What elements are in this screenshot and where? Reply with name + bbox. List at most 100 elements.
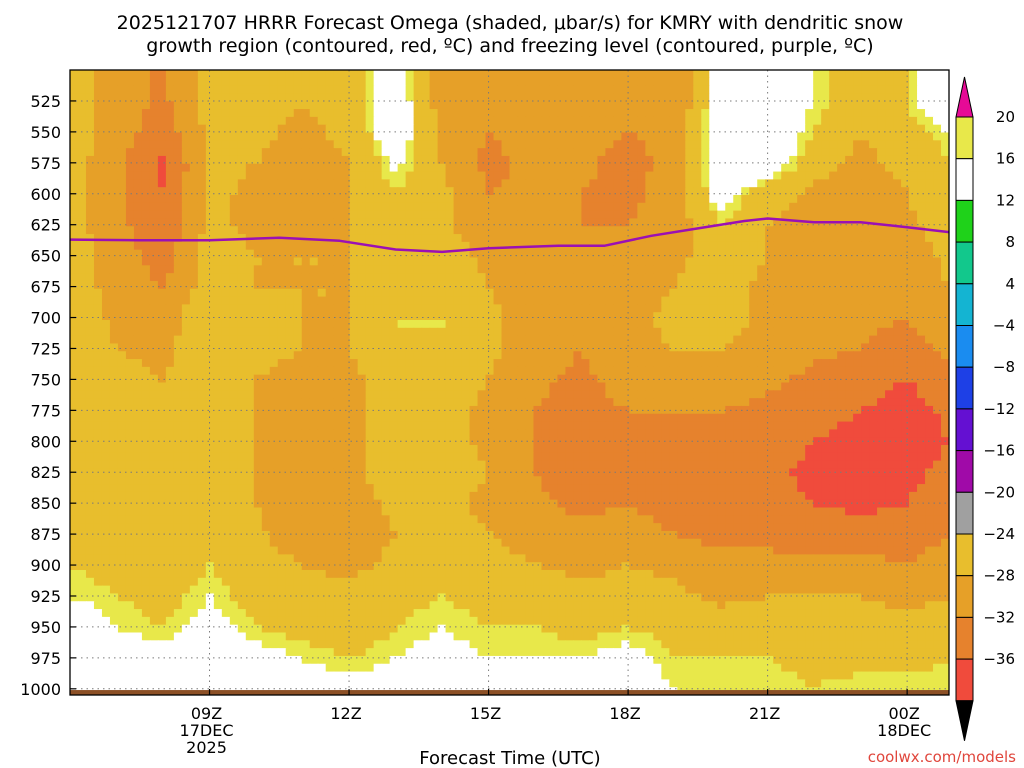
omega-cell [557, 273, 567, 282]
omega-cell [589, 249, 598, 259]
omega-cell [789, 109, 798, 118]
omega-cell [749, 148, 758, 157]
omega-cell [165, 374, 175, 384]
omega-cell [613, 351, 622, 360]
omega-cell [525, 335, 535, 345]
omega-cell [925, 171, 934, 180]
omega-cell [477, 195, 487, 204]
omega-cell [685, 202, 694, 212]
omega-cell [813, 70, 822, 79]
omega-cell [621, 366, 630, 376]
omega-cell [253, 359, 263, 368]
omega-cell [221, 398, 231, 407]
omega-cell [725, 93, 734, 102]
omega-cell [373, 280, 383, 290]
omega-cell [741, 359, 750, 368]
omega-cell [341, 249, 351, 259]
omega-cell [613, 241, 622, 251]
omega-cell [285, 202, 295, 212]
omega-cell [77, 390, 87, 399]
omega-cell [349, 288, 359, 298]
omega-cell [501, 390, 511, 399]
omega-cell [381, 226, 391, 235]
omega-cell [669, 366, 678, 376]
omega-cell [397, 85, 407, 95]
omega-cell [773, 116, 782, 126]
omega-cell [373, 70, 383, 79]
omega-cell [757, 312, 766, 321]
omega-cell [933, 234, 942, 243]
omega-cell [413, 85, 423, 95]
omega-cell [861, 382, 870, 391]
omega-cell [373, 366, 383, 376]
omega-cell [253, 187, 263, 196]
omega-cell [517, 343, 527, 352]
omega-cell [797, 390, 806, 399]
omega-cell [845, 179, 854, 188]
omega-cell [861, 70, 870, 79]
omega-cell [421, 77, 431, 87]
omega-cell [637, 210, 646, 220]
omega-cell [885, 398, 894, 407]
omega-cell [213, 280, 223, 290]
omega-cell [229, 304, 239, 313]
omega-cell [757, 405, 766, 415]
omega-cell [453, 343, 463, 352]
omega-cell [693, 187, 702, 196]
omega-cell [165, 390, 175, 399]
omega-cell [125, 257, 135, 266]
omega-cell [917, 335, 926, 345]
omega-cell [877, 195, 886, 204]
omega-cell [245, 124, 255, 134]
omega-cell [565, 398, 575, 407]
omega-cell [757, 273, 766, 282]
omega-cell [277, 273, 287, 282]
omega-cell [605, 273, 614, 282]
omega-cell [485, 359, 495, 368]
omega-cell [85, 155, 95, 165]
omega-cell [741, 413, 750, 423]
omega-cell [317, 132, 327, 141]
omega-cell [845, 343, 854, 352]
omega-cell [781, 296, 790, 305]
omega-cell [517, 93, 527, 102]
omega-cell [789, 140, 798, 149]
omega-cell [333, 374, 343, 384]
omega-cell [413, 280, 423, 290]
omega-cell [885, 179, 894, 188]
omega-cell [669, 273, 678, 282]
omega-cell [509, 210, 519, 220]
omega-cell [285, 241, 295, 251]
omega-cell [797, 280, 806, 290]
omega-cell [853, 155, 862, 165]
omega-cell [901, 210, 910, 220]
omega-cell [477, 265, 487, 274]
omega-cell [341, 351, 351, 360]
omega-cell [333, 241, 343, 251]
omega-cell [445, 374, 455, 384]
omega-cell [397, 187, 407, 196]
omega-cell [213, 390, 223, 399]
omega-cell [221, 280, 231, 290]
omega-cell [349, 335, 359, 345]
omega-cell [117, 70, 127, 79]
omega-cell [757, 359, 766, 368]
omega-cell [893, 109, 902, 118]
omega-cell [357, 93, 367, 102]
omega-cell [245, 343, 255, 352]
omega-cell [725, 312, 734, 321]
omega-cell [133, 155, 143, 165]
omega-cell [605, 304, 614, 313]
omega-cell [549, 327, 559, 337]
omega-cell [933, 241, 942, 251]
omega-cell [365, 132, 375, 141]
omega-cell [357, 77, 367, 87]
omega-cell [317, 374, 327, 384]
omega-cell [797, 124, 806, 134]
omega-cell [517, 296, 527, 305]
omega-cell [749, 257, 758, 266]
omega-cell [613, 343, 622, 352]
omega-cell [181, 171, 191, 180]
omega-cell [653, 320, 662, 329]
omega-cell [437, 374, 447, 384]
